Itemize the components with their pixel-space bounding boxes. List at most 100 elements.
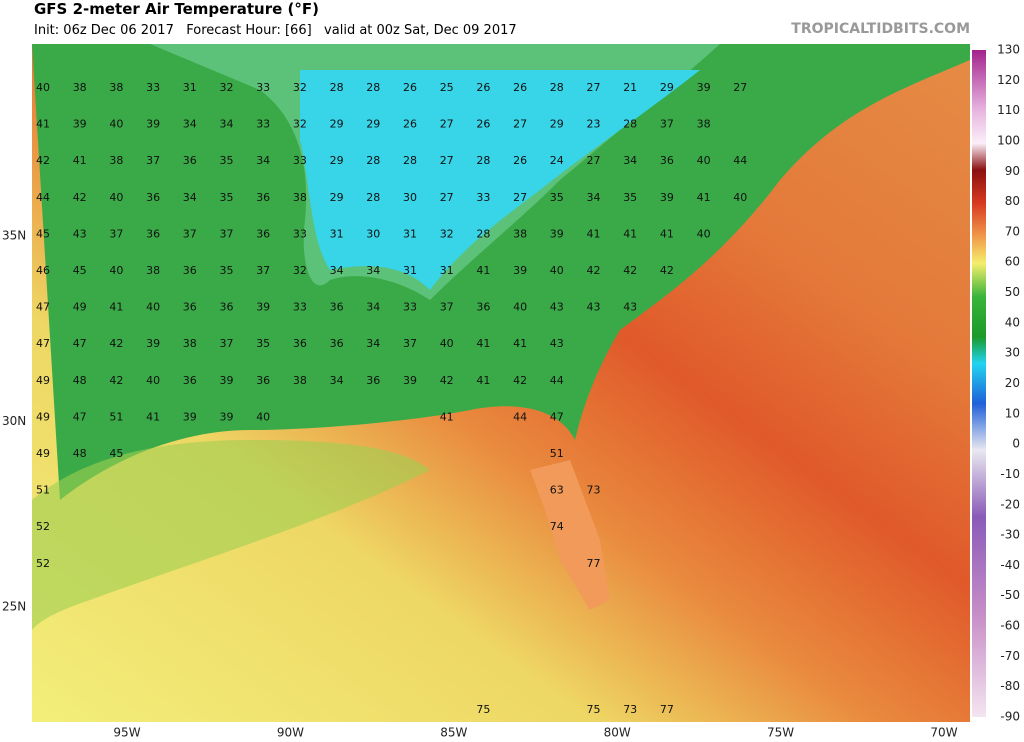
station-value: 28: [403, 154, 417, 167]
station-value: 40: [146, 301, 160, 314]
station-value: 39: [220, 410, 234, 423]
station-value: 27: [440, 118, 454, 131]
station-value: 33: [476, 191, 490, 204]
station-value: 44: [733, 154, 747, 167]
station-value: 32: [440, 227, 454, 240]
colorbar-label: 100: [997, 133, 1020, 147]
station-value: 52: [36, 520, 50, 533]
station-value: 28: [476, 154, 490, 167]
station-value: 39: [403, 374, 417, 387]
station-value: 41: [109, 301, 123, 314]
station-value: 49: [36, 410, 50, 423]
station-value: 34: [220, 118, 234, 131]
station-value: 51: [109, 410, 123, 423]
station-value: 37: [403, 337, 417, 350]
station-value: 77: [660, 703, 674, 716]
station-value: 29: [330, 118, 344, 131]
station-value: 39: [697, 81, 711, 94]
station-value: 34: [366, 264, 380, 277]
station-value: 37: [220, 227, 234, 240]
station-value: 37: [220, 337, 234, 350]
lat-label: 35N: [2, 229, 26, 243]
station-value: 39: [146, 118, 160, 131]
station-value: 43: [587, 301, 601, 314]
station-value: 42: [587, 264, 601, 277]
station-value: 39: [73, 118, 87, 131]
colorbar: [972, 50, 986, 717]
colorbar-label: -50: [1000, 588, 1020, 602]
colorbar-label: -10: [1000, 467, 1020, 481]
station-value: 31: [403, 227, 417, 240]
colorbar-label: 60: [1005, 255, 1020, 269]
station-value: 41: [73, 154, 87, 167]
station-value: 40: [733, 191, 747, 204]
station-value: 36: [146, 227, 160, 240]
station-value: 36: [330, 301, 344, 314]
station-value: 41: [476, 337, 490, 350]
colorbar-label: 80: [1005, 194, 1020, 208]
station-value: 36: [146, 191, 160, 204]
station-value: 41: [660, 227, 674, 240]
station-value: 47: [73, 337, 87, 350]
station-value: 48: [73, 374, 87, 387]
station-value: 28: [550, 81, 564, 94]
station-value: 47: [36, 301, 50, 314]
station-value: 29: [366, 118, 380, 131]
station-value: 39: [660, 191, 674, 204]
station-value: 40: [146, 374, 160, 387]
station-value: 26: [476, 118, 490, 131]
station-value: 40: [109, 264, 123, 277]
station-value: 27: [587, 81, 601, 94]
lon-label: 90W: [277, 726, 304, 740]
station-value: 42: [109, 374, 123, 387]
lon-label: 85W: [440, 726, 467, 740]
station-value: 40: [697, 154, 711, 167]
station-value: 35: [256, 337, 270, 350]
station-value: 23: [587, 118, 601, 131]
title: GFS 2-meter Air Temperature (°F): [34, 0, 319, 18]
station-value: 47: [36, 337, 50, 350]
station-value: 26: [403, 81, 417, 94]
station-value: 40: [36, 81, 50, 94]
station-value: 33: [146, 81, 160, 94]
colorbar-label: -90: [1000, 710, 1020, 724]
station-value: 34: [330, 374, 344, 387]
station-value: 28: [476, 227, 490, 240]
station-value: 38: [73, 81, 87, 94]
station-value: 41: [697, 191, 711, 204]
colorbar-label: 130: [997, 43, 1020, 57]
station-value: 44: [513, 410, 527, 423]
station-value: 40: [256, 410, 270, 423]
station-value: 42: [109, 337, 123, 350]
colorbar-label: -70: [1000, 649, 1020, 663]
station-value: 27: [440, 191, 454, 204]
station-value: 27: [513, 118, 527, 131]
station-value: 37: [146, 154, 160, 167]
station-value: 27: [513, 191, 527, 204]
station-value: 45: [73, 264, 87, 277]
station-value: 37: [256, 264, 270, 277]
station-value: 37: [183, 227, 197, 240]
station-value: 44: [36, 191, 50, 204]
station-value: 47: [73, 410, 87, 423]
station-value: 27: [440, 154, 454, 167]
station-value: 63: [550, 484, 564, 497]
station-value: 77: [587, 557, 601, 570]
station-value: 32: [293, 264, 307, 277]
station-value: 36: [256, 227, 270, 240]
station-value: 30: [403, 191, 417, 204]
station-value: 73: [623, 703, 637, 716]
colorbar-label: -30: [1000, 528, 1020, 542]
station-value: 34: [330, 264, 344, 277]
colorbar-label: 20: [1005, 376, 1020, 390]
station-value: 39: [183, 410, 197, 423]
colorbar-label: 10: [1005, 406, 1020, 420]
florida: [530, 460, 610, 610]
station-value: 33: [256, 118, 270, 131]
station-value: 38: [146, 264, 160, 277]
station-value: 39: [220, 374, 234, 387]
colorbar-label: 30: [1005, 346, 1020, 360]
cold-zone: [300, 70, 700, 290]
station-value: 38: [513, 227, 527, 240]
station-value: 42: [513, 374, 527, 387]
